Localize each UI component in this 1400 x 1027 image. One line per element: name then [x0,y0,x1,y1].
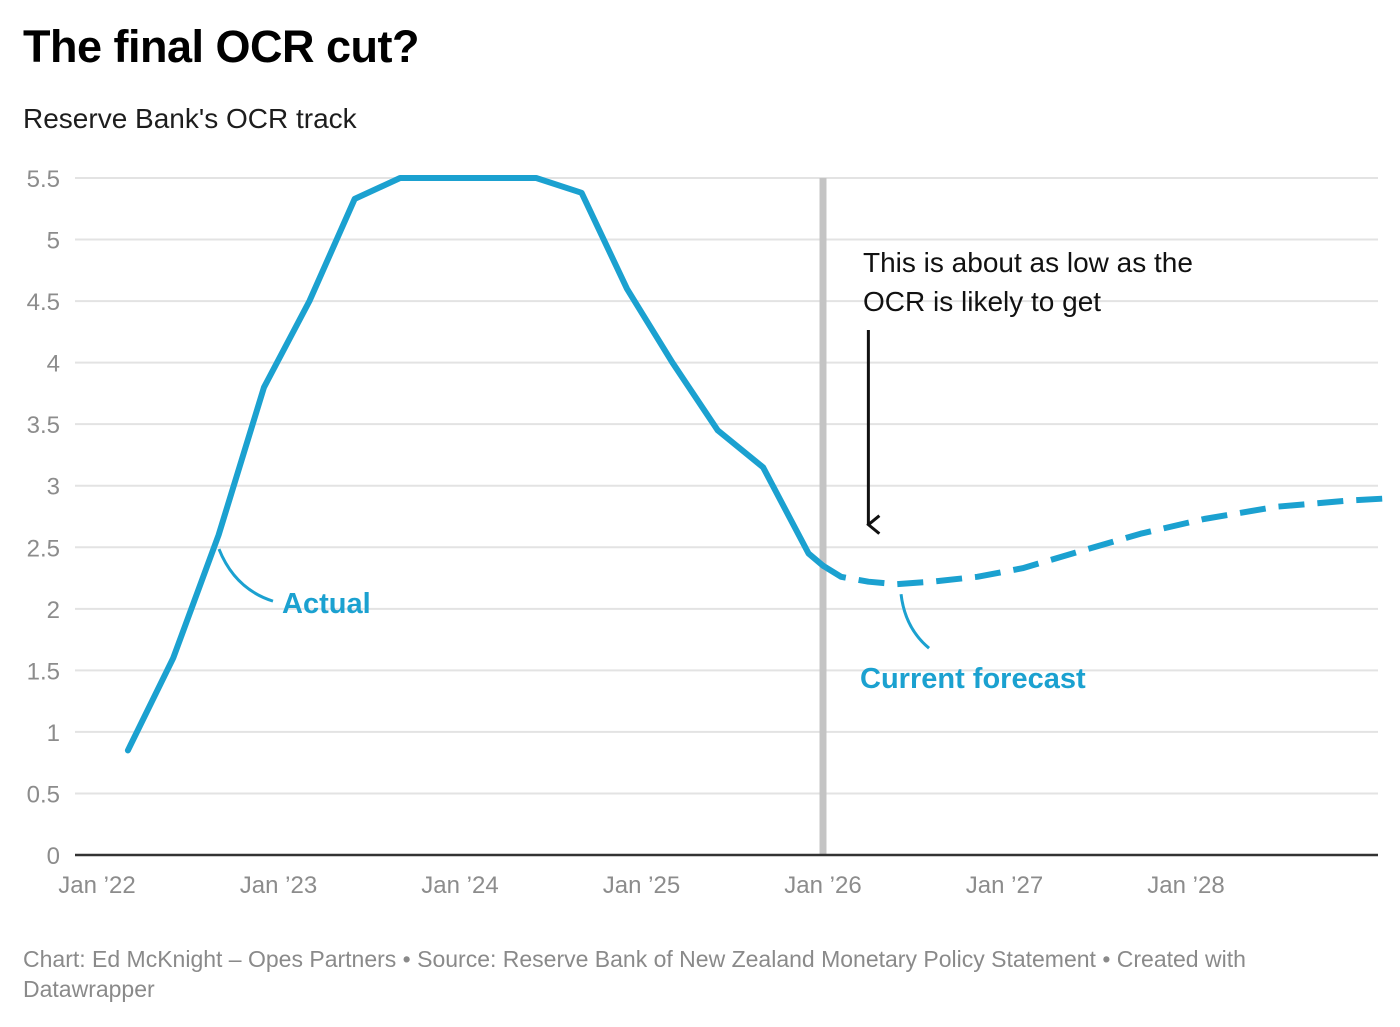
y-tick-label: 1 [47,720,60,747]
x-tick-label: Jan ’28 [1147,872,1224,899]
y-tick-label: 3.5 [27,412,60,439]
chart-title: The final OCR cut? [23,21,420,72]
chart-subtitle: Reserve Bank's OCR track [23,103,357,134]
y-tick-label: 5 [47,228,60,255]
y-tick-label: 5.5 [27,166,60,193]
annotations: This is about as low as the OCR is likely… [217,247,1193,695]
gridlines [75,177,1378,795]
y-tick-label: 1.5 [27,658,60,685]
x-axis: Jan ’22 Jan ’23 Jan ’24 Jan ’25 Jan ’26 Jan ’… [58,853,1378,899]
x-tick-label: Jan ’24 [421,872,498,899]
x-tick-label: Jan ’27 [966,872,1043,899]
actual-series-line [124,175,826,754]
forecast-series-line [821,495,1395,588]
forecast-label-connector [899,594,931,650]
forecast-series-label: Current forecast [860,663,1086,695]
annotation-text-line-2: OCR is likely to get [863,286,1101,317]
y-tick-label: 0 [47,843,60,870]
actual-label-connector [217,548,274,603]
annotation-text-line-1: This is about as low as the [863,247,1193,278]
x-tick-label: Jan ’23 [240,872,317,899]
y-tick-label: 2 [47,597,60,624]
y-tick-label: 4.5 [27,289,60,316]
y-tick-label: 0.5 [27,781,60,808]
y-tick-label: 3 [47,474,60,501]
y-axis-ticks: 0 0.5 1 1.5 2 2.5 3 3.5 4 4.5 5 5.5 [27,166,60,870]
y-tick-label: 4 [47,351,60,378]
series-lines [124,175,1395,754]
x-tick-label: Jan ’25 [603,872,680,899]
chart-footer-credit: Chart: Ed McKnight – Opes Partners • Sou… [23,946,1246,1002]
y-tick-label: 2.5 [27,535,60,562]
x-tick-label: Jan ’22 [58,872,135,899]
actual-series-label: Actual [282,588,371,620]
x-tick-label: Jan ’26 [784,872,861,899]
